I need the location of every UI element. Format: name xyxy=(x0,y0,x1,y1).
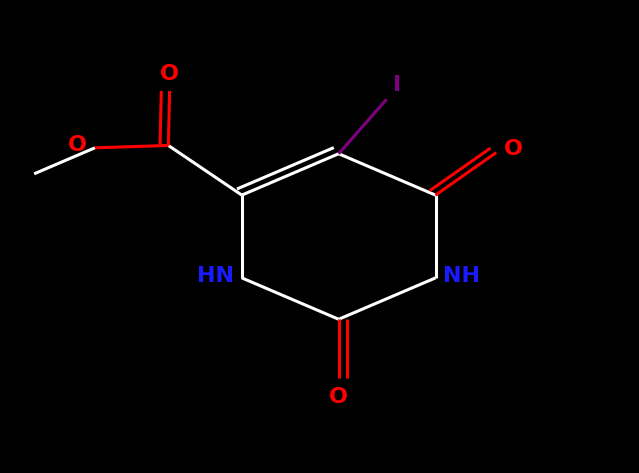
Text: O: O xyxy=(160,64,179,84)
Text: O: O xyxy=(329,387,348,407)
Text: I: I xyxy=(393,75,401,95)
Text: NH: NH xyxy=(443,266,480,287)
Text: O: O xyxy=(68,135,87,156)
Text: HN: HN xyxy=(197,266,234,287)
Text: O: O xyxy=(504,139,523,159)
